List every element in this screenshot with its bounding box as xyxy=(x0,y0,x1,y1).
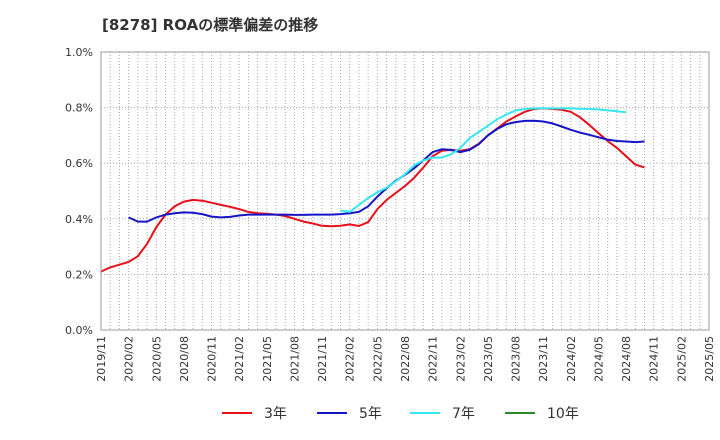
y-tick-label: 0.2% xyxy=(65,268,93,281)
legend-item: 3年 xyxy=(222,406,287,422)
x-tick-label: 2020/08 xyxy=(178,336,191,382)
x-tick-label: 2020/02 xyxy=(123,336,136,382)
x-tick-label: 2024/08 xyxy=(620,336,633,382)
series-line-7年 xyxy=(340,107,627,213)
x-tick-label: 2023/05 xyxy=(482,336,495,382)
legend-label: 3年 xyxy=(264,406,287,422)
plot-area-border xyxy=(100,51,710,331)
x-tick-label: 2024/02 xyxy=(565,336,578,382)
x-tick-label: 2021/02 xyxy=(233,336,246,382)
x-tick-label: 2025/02 xyxy=(675,336,688,382)
x-tick-label: 2025/05 xyxy=(703,336,716,382)
legend-label: 5年 xyxy=(359,406,382,422)
legend: 3年 5年 7年 10年 xyxy=(222,406,579,422)
series-line-3年 xyxy=(100,107,645,273)
legend-item: 5年 xyxy=(317,406,382,422)
legend-label: 10年 xyxy=(547,406,579,422)
x-tick-label: 2022/05 xyxy=(371,336,384,382)
y-tick-label: 0.8% xyxy=(65,102,93,115)
x-tick-label: 2023/08 xyxy=(510,336,523,382)
chart-title: [8278] ROAの標準偏差の推移 xyxy=(102,16,319,34)
series-line-5年 xyxy=(128,119,645,223)
x-tick-label: 2021/11 xyxy=(316,336,329,382)
y-tick-label: 0.0% xyxy=(65,324,93,337)
series-lines xyxy=(100,107,645,273)
x-tick-label: 2022/02 xyxy=(344,336,357,382)
legend-item: 10年 xyxy=(505,406,579,422)
x-axis: 2019/11 2020/02 2020/05 2020/08 2020/11 2021/… xyxy=(95,336,716,382)
legend-label: 7年 xyxy=(452,406,475,422)
x-tick-label: 2020/05 xyxy=(150,336,163,382)
x-tick-label: 2022/08 xyxy=(399,336,412,382)
x-tick-label: 2023/02 xyxy=(454,336,467,382)
y-axis: 0.0% 0.2% 0.4% 0.6% 0.8% 1.0% xyxy=(65,46,93,337)
legend-item: 7年 xyxy=(410,406,475,422)
x-tick-label: 2024/05 xyxy=(592,336,605,382)
x-tick-label: 2020/11 xyxy=(206,336,219,382)
chart-grid xyxy=(101,52,709,330)
x-tick-label: 2023/11 xyxy=(537,336,550,382)
x-tick-label: 2019/11 xyxy=(95,336,108,382)
y-tick-label: 0.6% xyxy=(65,157,93,170)
x-tick-label: 2022/11 xyxy=(427,336,440,382)
x-tick-label: 2024/11 xyxy=(648,336,661,382)
x-tick-label: 2021/05 xyxy=(261,336,274,382)
x-tick-label: 2021/08 xyxy=(288,336,301,382)
y-tick-label: 0.4% xyxy=(65,213,93,226)
y-tick-label: 1.0% xyxy=(65,46,93,59)
